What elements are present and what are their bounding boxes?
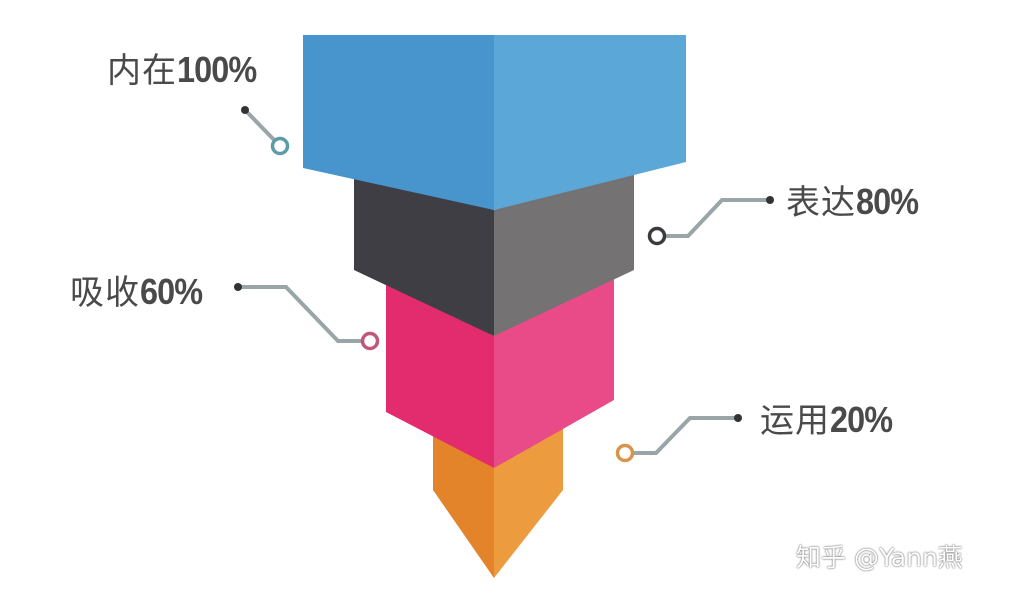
funnel-level-1-left-face	[303, 35, 494, 210]
connector-3	[234, 283, 380, 351]
funnel-level-2	[354, 170, 634, 336]
connector-2	[647, 196, 774, 246]
watermark: 知乎 @Yann燕	[796, 543, 963, 572]
funnel-level-1-right-face	[494, 35, 686, 210]
funnel-level-2-right-face	[494, 170, 634, 336]
label-level-3-percent: 60%	[140, 271, 203, 312]
connector-1	[241, 106, 290, 156]
connector-4-dot	[734, 414, 742, 422]
label-level-1: 内在100%	[107, 49, 265, 91]
connector-2-ring	[647, 226, 667, 246]
label-level-1-name: 内在	[107, 51, 177, 91]
label-level-2: 表达80%	[786, 181, 925, 223]
funnel-level-4	[433, 412, 563, 578]
funnel-level-4-left-face	[433, 412, 494, 578]
funnel-level-3	[386, 268, 614, 468]
funnel-level-3-right-face	[494, 268, 614, 468]
label-level-4-percent: 20%	[830, 399, 893, 440]
connector-2-line	[657, 198, 770, 238]
connector-4-ring	[615, 443, 635, 463]
connector-1-dot	[241, 106, 249, 114]
label-level-1-percent: 100%	[177, 49, 257, 90]
label-level-2-name: 表达	[786, 183, 856, 223]
label-level-4-name: 运用	[760, 401, 830, 441]
label-level-3: 吸收60%	[70, 271, 209, 313]
connector-4-line	[625, 416, 738, 455]
connector-1-ring	[270, 136, 290, 156]
label-level-2-percent: 80%	[856, 181, 919, 222]
funnel-level-3-left-face	[386, 280, 494, 468]
funnel-level-1	[303, 35, 686, 210]
funnel-level-2-left-face	[354, 170, 494, 336]
connector-2-dot	[766, 196, 774, 204]
connector-4	[615, 414, 742, 463]
label-level-3-name: 吸收	[70, 273, 140, 313]
funnel-level-4-right-face	[494, 412, 563, 578]
connector-3-ring	[360, 331, 380, 351]
connector-3-line	[238, 285, 370, 343]
label-level-4: 运用20%	[760, 399, 899, 441]
connector-3-dot	[234, 283, 242, 291]
